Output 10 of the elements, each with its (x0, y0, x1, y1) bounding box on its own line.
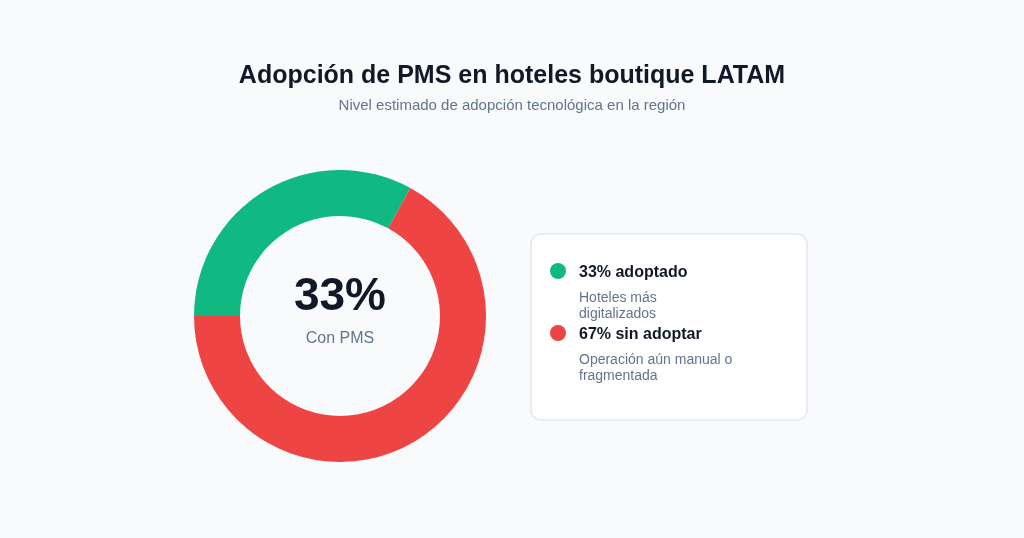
chart-subtitle: Nivel estimado de adopción tecnológica en la región (338, 96, 686, 113)
donut-slice (194, 170, 411, 316)
legend-label: 33% adoptado (579, 263, 688, 280)
text: Operación aún manual o fragmentada (579, 351, 733, 383)
text: Hoteles más digitalizados (579, 289, 657, 321)
text: 33% (293, 268, 387, 320)
donut-slice (194, 188, 486, 462)
legend-label: 67% sin adoptar (579, 325, 702, 342)
chart-title: Adopción de PMS en hoteles boutique LATAM (238, 60, 786, 88)
text: Con PMS (305, 329, 375, 346)
